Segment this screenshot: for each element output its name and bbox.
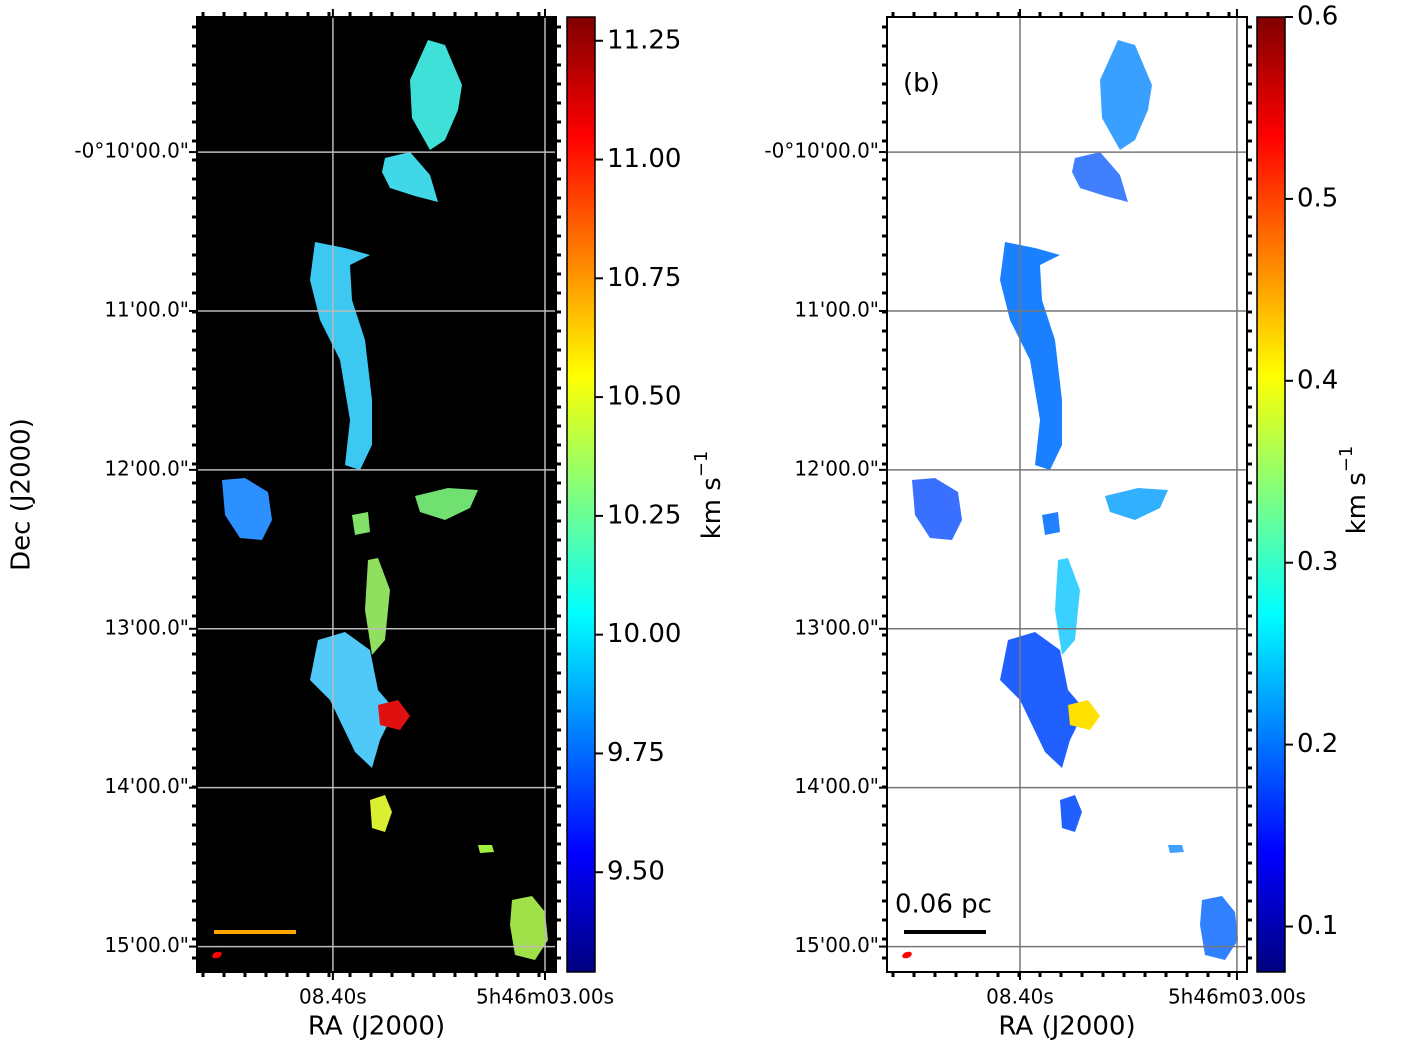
y-axis-label: Dec (J2000)	[7, 418, 37, 571]
colorbar-tick-label: 10.75	[607, 263, 681, 293]
colorbar-tick-label: 0.5	[1297, 183, 1338, 213]
emission	[912, 478, 962, 540]
y-tick-label: 14'00.0"	[104, 774, 189, 798]
colorbar-label: km s−1	[1336, 446, 1372, 535]
scale-bar-label: 0.06 pc	[895, 890, 992, 920]
colorbar-label-unit: km s	[1342, 472, 1372, 534]
emission	[1105, 488, 1168, 520]
x-tick-label: 08.40s	[299, 985, 367, 1009]
colorbar-tick-label: 9.75	[607, 738, 665, 768]
emission	[1072, 152, 1128, 202]
colorbar-tick-label: 0.4	[1297, 365, 1338, 395]
colorbar-label-exponent: −1	[1336, 446, 1357, 473]
emission	[1060, 795, 1082, 832]
map-frame	[886, 16, 1248, 973]
x-axis-label: RA (J2000)	[998, 1012, 1135, 1042]
y-tick-label: 15'00.0"	[794, 933, 879, 957]
colorbar-tick-label: 11.00	[607, 144, 681, 174]
colorbar-tick-label: 10.50	[607, 382, 681, 412]
emission	[352, 512, 370, 535]
emission	[382, 152, 438, 202]
y-tick-label: 13'00.0"	[794, 615, 879, 639]
emission	[222, 478, 272, 540]
colorbar-label: km s−1	[691, 451, 727, 540]
y-tick-label: 12'00.0"	[104, 456, 189, 480]
emission	[310, 242, 372, 470]
emission	[478, 845, 494, 853]
x-tick-label: 5h46m03.00s	[476, 985, 614, 1009]
colorbar-tick-label: 0.2	[1297, 729, 1338, 759]
map-frame	[196, 16, 557, 973]
colorbar-tick-label: 0.1	[1297, 911, 1338, 941]
scale-bar-label: 0.06 pc	[205, 890, 302, 920]
emission	[1000, 242, 1062, 470]
colorbar-tick-label: 0.3	[1297, 547, 1338, 577]
y-tick-label: -0°10'00.0"	[74, 139, 189, 163]
emission	[1168, 845, 1184, 853]
emission	[510, 896, 548, 960]
beam	[902, 951, 912, 959]
colorbar-tick-label: 10.25	[607, 500, 681, 530]
emission	[1068, 700, 1100, 730]
colorbar-tick-label: 11.25	[607, 25, 681, 55]
x-tick-label: 08.40s	[986, 985, 1054, 1009]
y-tick-label: 14'00.0"	[794, 774, 879, 798]
colorbar-label-exponent: −1	[691, 451, 712, 478]
emission	[1200, 896, 1238, 960]
y-tick-label: -0°10'00.0"	[764, 139, 879, 163]
emission	[370, 795, 392, 832]
x-axis-label: RA (J2000)	[308, 1012, 445, 1042]
colorbar	[1256, 16, 1286, 973]
colorbar-tick-label: 0.6	[1297, 2, 1338, 32]
emission	[365, 558, 390, 655]
emission	[1042, 512, 1060, 535]
colorbar-label-unit: km s	[697, 477, 727, 539]
emission	[1000, 632, 1085, 768]
y-tick-label: 12'00.0"	[794, 456, 879, 480]
y-tick-label: 11'00.0"	[794, 297, 879, 321]
emission	[415, 488, 478, 520]
y-tick-label: 13'00.0"	[104, 615, 189, 639]
emission	[378, 700, 410, 730]
beam	[212, 951, 222, 959]
emission	[1055, 558, 1080, 655]
colorbar-tick-label: 10.00	[607, 619, 681, 649]
y-tick-label: 15'00.0"	[104, 933, 189, 957]
y-tick-label: 11'00.0"	[104, 297, 189, 321]
panel-label: (a)	[213, 69, 249, 99]
emission	[310, 632, 395, 768]
emission	[1100, 40, 1152, 150]
colorbar	[566, 16, 596, 973]
panel-label: (b)	[903, 69, 940, 99]
emission	[410, 40, 462, 150]
x-tick-label: 5h46m03.00s	[1168, 985, 1306, 1009]
colorbar-tick-label: 9.50	[607, 857, 665, 887]
